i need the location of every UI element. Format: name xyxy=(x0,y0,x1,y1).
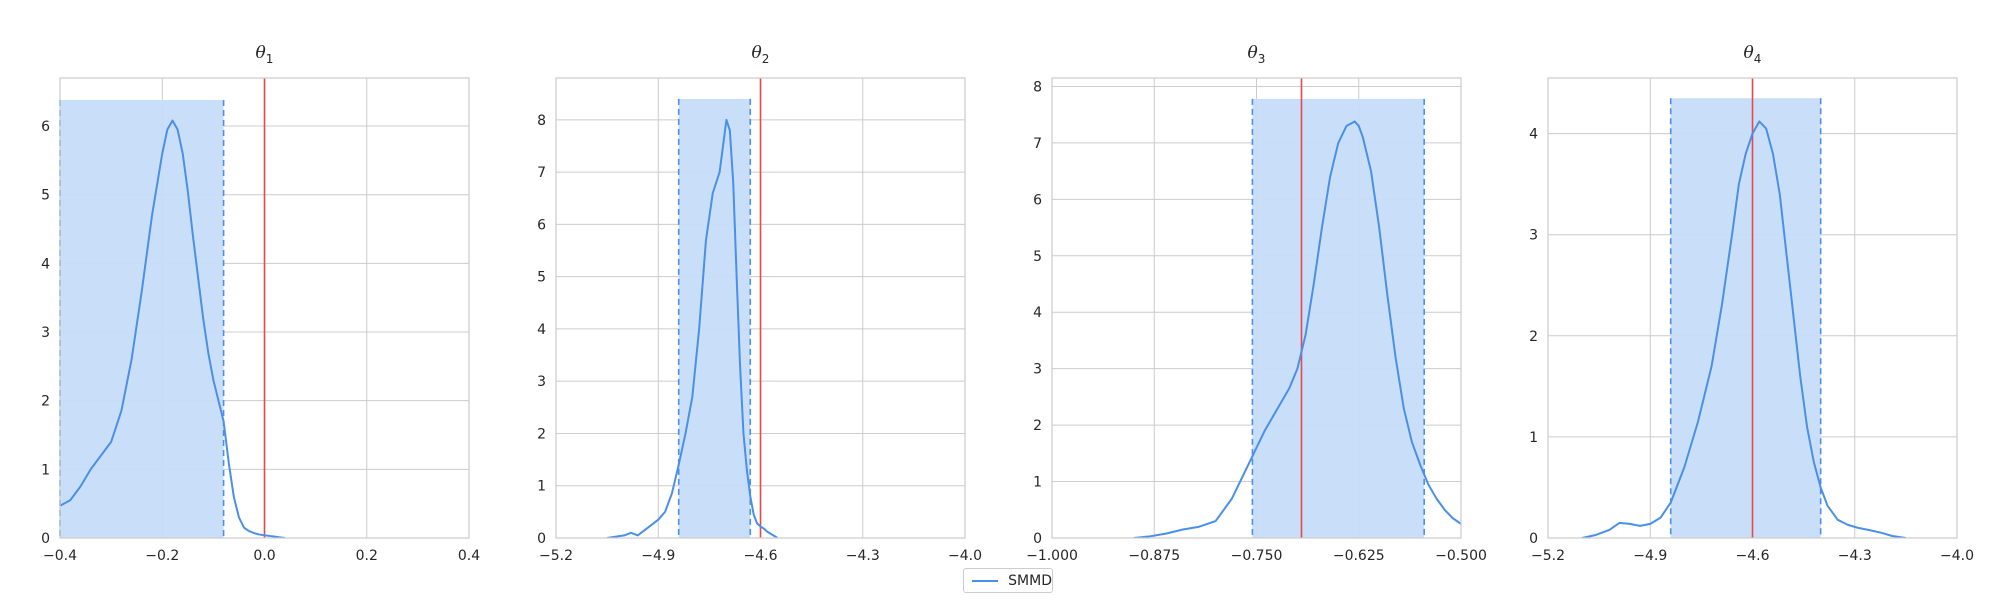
y-tick-label: 0 xyxy=(1033,531,1042,547)
axes-frame xyxy=(1547,77,1958,539)
panel-title: θ3 xyxy=(1248,43,1266,66)
panel-title-symbol: θ xyxy=(1248,43,1258,63)
density-curve-smmd xyxy=(606,118,779,538)
panel-title-subscript: 4 xyxy=(1754,52,1762,66)
x-tick-label: −4.0 xyxy=(948,548,982,564)
legend-label-smmd: SMMD xyxy=(1008,572,1052,589)
y-tick-label: 1 xyxy=(537,479,546,495)
y-tick-label: 1 xyxy=(1529,430,1538,446)
y-tick-label: 4 xyxy=(41,256,50,272)
x-tick-label: 0.4 xyxy=(458,548,480,564)
x-tick-label: −0.4 xyxy=(43,548,77,564)
panel-title: θ2 xyxy=(752,43,770,66)
axes-frame xyxy=(555,77,966,539)
y-tick-label: 2 xyxy=(537,426,546,442)
x-tick-label: −4.9 xyxy=(641,548,675,564)
density-curve-smmd xyxy=(1581,120,1907,538)
axes-frame xyxy=(1051,77,1462,539)
chart-panel-3: −1.000 −0.875 −0.750 −0.625 −0.500 0 1 2 3 4 5 6 7 8 θ… xyxy=(1026,43,1487,564)
x-tick-label: 0.0 xyxy=(253,548,275,564)
y-tick-label: 8 xyxy=(537,113,546,129)
panel-title-subscript: 1 xyxy=(266,52,274,66)
y-tick-label: 3 xyxy=(1033,362,1042,378)
x-tick-label: −5.2 xyxy=(539,548,573,564)
credible-interval-region xyxy=(60,99,224,538)
y-tick-label: 7 xyxy=(1033,136,1042,152)
y-tick-label: 6 xyxy=(1033,192,1042,208)
x-tick-label: −1.000 xyxy=(1026,548,1078,564)
y-tick-label: 0 xyxy=(1529,531,1538,547)
x-tick-label: −4.6 xyxy=(744,548,778,564)
x-tick-label: 0.2 xyxy=(356,548,378,564)
density-curve-smmd xyxy=(60,119,286,538)
y-tick-label: 4 xyxy=(537,322,546,338)
y-tick-label: 1 xyxy=(41,462,50,478)
x-tick-label: −4.3 xyxy=(846,548,880,564)
panel-title: θ1 xyxy=(256,43,274,66)
panel-title-subscript: 3 xyxy=(1258,52,1266,66)
x-tick-label: −4.3 xyxy=(1838,548,1872,564)
y-tick-label: 6 xyxy=(41,119,50,135)
credible-interval-region xyxy=(678,98,751,538)
density-curve-smmd xyxy=(1133,120,1461,538)
y-tick-label: 5 xyxy=(41,188,50,204)
axes-frame xyxy=(59,77,470,539)
panel-title-subscript: 2 xyxy=(762,52,770,66)
x-tick-label: −0.2 xyxy=(145,548,179,564)
y-tick-label: 3 xyxy=(41,325,50,341)
y-tick-label: 8 xyxy=(1033,79,1042,95)
y-tick-label: 6 xyxy=(537,217,546,233)
x-tick-label: −0.750 xyxy=(1231,548,1283,564)
y-tick-label: 2 xyxy=(1529,329,1538,345)
panel-title: θ4 xyxy=(1744,43,1762,66)
y-tick-label: 2 xyxy=(41,394,50,410)
credible-interval-region xyxy=(1252,98,1425,539)
x-tick-label: −0.875 xyxy=(1128,548,1180,564)
x-tick-label: −5.2 xyxy=(1531,548,1565,564)
y-tick-label: 3 xyxy=(537,374,546,390)
y-tick-label: 1 xyxy=(1033,475,1042,491)
x-tick-label: −0.500 xyxy=(1435,548,1487,564)
panel-title-symbol: θ xyxy=(256,43,266,63)
y-tick-label: 0 xyxy=(41,531,50,547)
y-tick-label: 3 xyxy=(1529,228,1538,244)
y-tick-label: 5 xyxy=(537,270,546,286)
y-tick-label: 4 xyxy=(1529,127,1538,143)
x-tick-label: −4.6 xyxy=(1736,548,1770,564)
y-tick-label: 4 xyxy=(1033,305,1042,321)
y-tick-label: 5 xyxy=(1033,249,1042,265)
legend: SMMD xyxy=(963,568,1053,593)
y-tick-label: 7 xyxy=(537,165,546,181)
y-tick-label: 2 xyxy=(1033,418,1042,434)
panel-title-symbol: θ xyxy=(1744,43,1754,63)
x-tick-label: −4.9 xyxy=(1633,548,1667,564)
y-tick-label: 0 xyxy=(537,531,546,547)
x-tick-label: −4.0 xyxy=(1940,548,1974,564)
credible-interval-region xyxy=(1670,98,1821,538)
x-tick-label: −0.625 xyxy=(1333,548,1385,564)
legend-swatch-smmd xyxy=(972,579,999,582)
panel-title-symbol: θ xyxy=(752,43,762,63)
